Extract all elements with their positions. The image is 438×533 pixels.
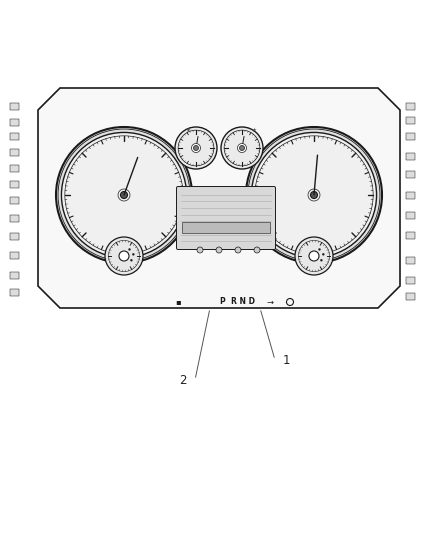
Bar: [10, 215, 19, 222]
Text: →: →: [266, 297, 273, 306]
Circle shape: [237, 143, 247, 152]
Bar: [10, 252, 19, 259]
Circle shape: [254, 247, 260, 253]
Circle shape: [56, 127, 192, 263]
Polygon shape: [38, 88, 400, 308]
Bar: [406, 277, 415, 284]
Circle shape: [130, 259, 133, 262]
Circle shape: [128, 248, 131, 251]
Text: P  R N D: P R N D: [219, 297, 254, 306]
Bar: [406, 103, 415, 110]
Circle shape: [221, 127, 263, 169]
Circle shape: [61, 132, 187, 257]
Bar: [182, 222, 270, 233]
Circle shape: [105, 237, 143, 275]
Text: ★: ★: [186, 127, 191, 133]
Circle shape: [322, 253, 325, 255]
Bar: [406, 293, 415, 300]
Circle shape: [309, 251, 319, 261]
Bar: [406, 212, 415, 219]
Circle shape: [119, 251, 129, 261]
Bar: [10, 289, 19, 296]
Bar: [10, 133, 19, 140]
Circle shape: [216, 247, 222, 253]
Circle shape: [120, 191, 127, 198]
Bar: [406, 171, 415, 178]
Circle shape: [251, 132, 377, 257]
Circle shape: [197, 247, 203, 253]
Bar: [406, 117, 415, 124]
Text: ★: ★: [251, 127, 256, 133]
Bar: [10, 103, 19, 110]
Text: 1: 1: [283, 353, 290, 367]
Bar: [10, 119, 19, 126]
Bar: [406, 232, 415, 239]
Bar: [406, 192, 415, 199]
Circle shape: [295, 237, 333, 275]
Bar: [406, 153, 415, 160]
Bar: [10, 233, 19, 240]
FancyBboxPatch shape: [177, 187, 276, 249]
Text: 2: 2: [180, 374, 187, 386]
Circle shape: [132, 253, 134, 255]
Circle shape: [194, 146, 198, 150]
Circle shape: [318, 248, 321, 251]
Circle shape: [246, 127, 382, 263]
Bar: [406, 257, 415, 264]
Bar: [10, 181, 19, 188]
Circle shape: [240, 146, 244, 150]
Circle shape: [175, 127, 217, 169]
Circle shape: [191, 143, 201, 152]
Text: ▪: ▪: [175, 297, 181, 306]
Bar: [10, 272, 19, 279]
Bar: [10, 197, 19, 204]
Circle shape: [320, 259, 323, 262]
Circle shape: [311, 191, 318, 198]
Bar: [10, 165, 19, 172]
Bar: [406, 133, 415, 140]
Circle shape: [235, 247, 241, 253]
Bar: [10, 149, 19, 156]
